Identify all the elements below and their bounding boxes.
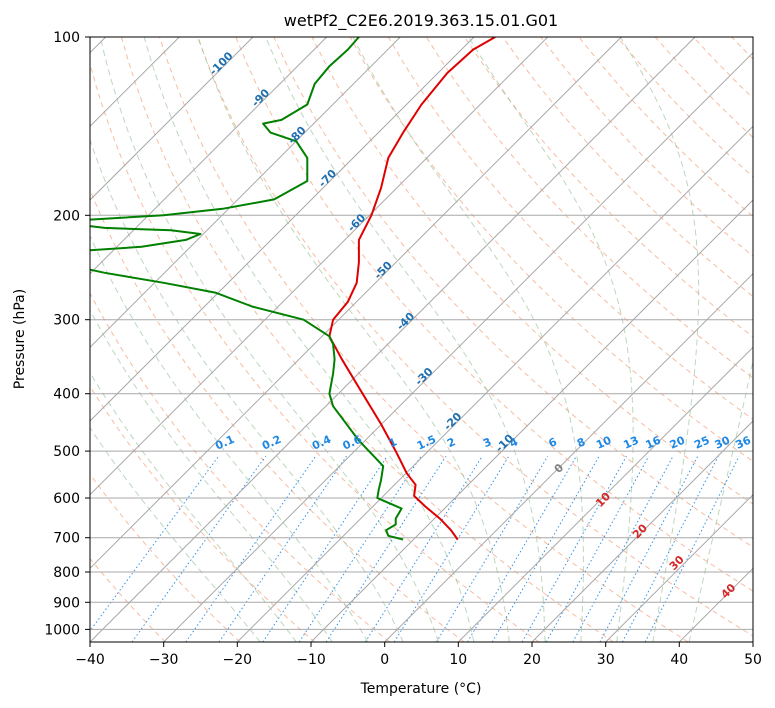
- isotherm-line: [531, 420, 753, 642]
- isotherm-line: [90, 37, 254, 201]
- mixing-ratio-line: [364, 455, 483, 642]
- y-axis-label: Pressure (hPa): [12, 289, 28, 389]
- dry-adiabat: [90, 292, 390, 642]
- temperature-profile: [328, 37, 496, 541]
- mixing-ratio-line: [545, 455, 650, 642]
- x-tick-label: −20: [223, 652, 253, 668]
- y-tick-label: 400: [53, 387, 80, 403]
- x-tick-label: −30: [149, 652, 179, 668]
- mixing-ratio-line: [435, 455, 549, 642]
- dry-adiabat: [159, 37, 689, 642]
- dry-adiabat: [311, 37, 753, 505]
- mixing-ratio-label: 25: [692, 434, 711, 452]
- y-tick-label: 100: [53, 30, 80, 46]
- y-tick-label: 1000: [44, 622, 80, 638]
- x-tick-label: −40: [75, 652, 105, 668]
- mixing-ratio-label: 30: [713, 434, 733, 452]
- mixing-ratio-line: [90, 455, 220, 632]
- mixing-ratio-label: 13: [621, 434, 640, 452]
- x-tick-label: 0: [380, 652, 389, 668]
- isotherm-line: [90, 37, 696, 642]
- y-tick-label: 500: [53, 444, 80, 460]
- dewpoint-profile: [90, 37, 404, 541]
- dry-adiabat: [90, 473, 241, 642]
- mixing-ratio-line: [262, 455, 388, 642]
- dry-adiabat: [90, 62, 540, 642]
- moist-adiabat: [99, 37, 439, 642]
- y-tick-label: 700: [53, 531, 80, 547]
- plot-frame: [89, 36, 754, 643]
- dry-adiabat: [273, 37, 753, 548]
- isotherm-line: [90, 37, 622, 570]
- isotherm-line: [605, 493, 753, 642]
- x-axis-label: Temperature (°C): [360, 681, 482, 697]
- mixing-ratio-label: 16: [644, 434, 664, 452]
- mixing-ratio-label: 36: [734, 434, 754, 452]
- y-tick-label: 800: [53, 565, 80, 581]
- x-tick-label: 10: [449, 652, 467, 668]
- dry-adiabat: [120, 37, 614, 642]
- mixing-ratio-line: [298, 455, 422, 642]
- isotherm-line: [310, 199, 753, 642]
- dry-adiabat: [235, 37, 753, 592]
- isotherm-line: [90, 37, 475, 422]
- mixing-ratio-line: [185, 455, 317, 642]
- isotherm-line: [90, 37, 328, 275]
- isotherm-line: [90, 37, 401, 349]
- moist-adiabat: [619, 37, 700, 642]
- moist-adiabat: [197, 37, 510, 642]
- chart-title: wetPf2_C2E6.2019.363.15.01.G01: [284, 11, 558, 31]
- mixing-ratio-label: 10: [594, 434, 614, 452]
- mixing-ratio-line: [644, 455, 740, 642]
- moist-adiabat: [352, 37, 584, 642]
- plot-background: [90, 37, 753, 642]
- isotherm-line: [236, 125, 753, 642]
- dry-adiabat: [90, 385, 316, 642]
- mixing-ratio-line: [325, 455, 447, 642]
- x-tick-label: 50: [744, 652, 762, 668]
- mixing-ratio-line: [621, 455, 719, 642]
- mixing-ratio-label: 20: [668, 434, 688, 452]
- x-tick-label: 40: [670, 652, 688, 668]
- moist-adiabat: [265, 37, 546, 642]
- isotherm-line: [384, 272, 753, 642]
- isotherm-line: [752, 641, 753, 642]
- moist-adiabat: [90, 426, 261, 642]
- moist-adiabat: [90, 309, 333, 642]
- dry-adiabat: [464, 37, 753, 338]
- moist-adiabat: [143, 37, 475, 642]
- y-tick-label: 900: [53, 595, 80, 611]
- dry-adiabat: [90, 188, 465, 642]
- moist-adiabat: [90, 234, 369, 642]
- x-tick-label: 30: [597, 652, 615, 668]
- isotherm-line: [457, 346, 753, 642]
- moist-adiabat: [90, 371, 297, 642]
- moist-adiabat: [688, 358, 753, 642]
- y-tick-label: 300: [53, 313, 80, 329]
- mixing-ratio-line: [599, 455, 699, 642]
- x-tick-label: 20: [523, 652, 541, 668]
- dry-adiabat: [770, 37, 775, 642]
- mixing-ratio-line: [393, 455, 510, 642]
- y-tick-label: 600: [53, 491, 80, 507]
- mixing-ratio-line: [218, 455, 347, 642]
- x-tick-label: −10: [296, 652, 326, 668]
- y-tick-label: 200: [53, 208, 80, 224]
- isotherm-line: [163, 51, 753, 642]
- dry-adiabat: [349, 37, 753, 462]
- isotherm-line: [90, 37, 549, 496]
- dry-adiabat: [90, 557, 166, 642]
